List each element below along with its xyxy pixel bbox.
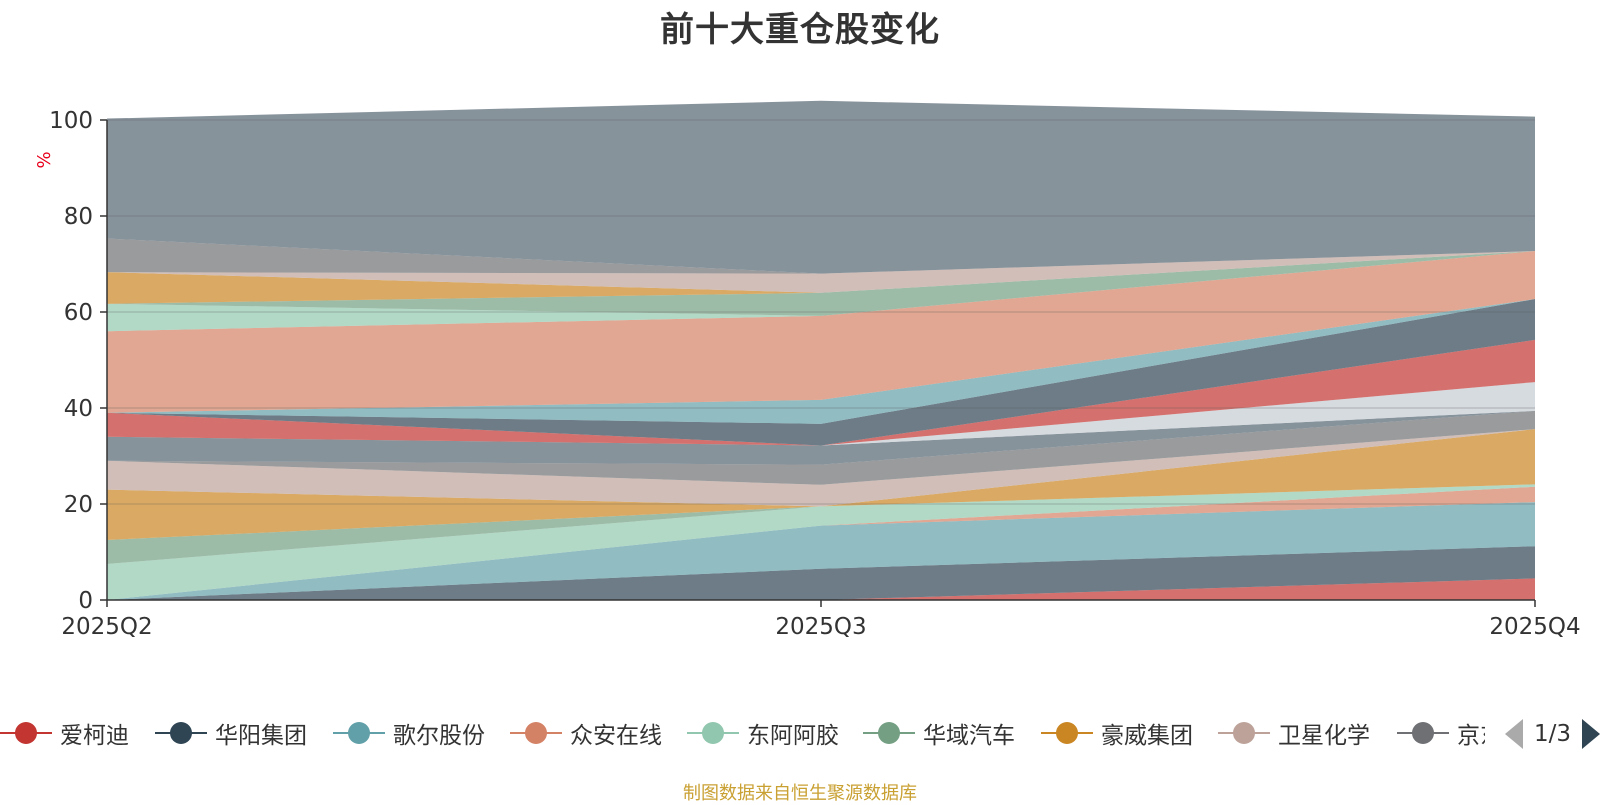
area-series-9 [107, 410, 1535, 485]
legend-marker-icon [155, 718, 207, 748]
x-tick-label: 2025Q2 [61, 614, 152, 640]
area-series-4 [107, 486, 1535, 600]
legend-label: 华域汽车 [923, 723, 1015, 749]
grid-layer [107, 119, 1535, 505]
legend-label: 东阿阿胶 [747, 723, 839, 749]
y-tick-label: 0 [78, 588, 93, 614]
x-tick-label: 2025Q3 [775, 614, 866, 640]
chart-title: 前十大重仓股变化 [660, 10, 940, 50]
legend-marker-icon [1397, 718, 1449, 748]
y-tick-label: 40 [64, 396, 93, 422]
legend-marker-icon [687, 718, 739, 748]
legend-pager: 1/3 [1505, 716, 1600, 752]
legend-label: 歌尔股份 [393, 723, 485, 749]
axis-layer: 0 20 40 60 80 100 2025Q2 2025Q3 2025Q4% [34, 108, 1581, 640]
area-series-3 [107, 502, 1535, 600]
legend-item[interactable]: 华阳集团 [155, 713, 307, 753]
legend-item[interactable]: 华域汽车 [863, 713, 1015, 753]
y-tick-label: 20 [64, 492, 93, 518]
pager-prev-icon[interactable] [1505, 719, 1523, 749]
area-series-10 [107, 410, 1535, 465]
legend-item[interactable]: 众安在线 [510, 713, 662, 753]
y-tick-label: 80 [64, 204, 93, 230]
area-series-7 [107, 429, 1535, 540]
legend-label: 华阳集团 [215, 723, 307, 749]
area-series-19 [107, 251, 1535, 293]
legend-item[interactable]: 爱柯迪 [0, 713, 129, 753]
legend-marker-icon [1218, 718, 1270, 748]
x-tick-label: 2025Q4 [1489, 614, 1580, 640]
legend-marker-icon [863, 718, 915, 748]
legend-item[interactable]: 京东 [1397, 713, 1485, 753]
y-axis-label: % [34, 151, 55, 168]
area-series-2 [107, 546, 1535, 600]
area-series-15 [107, 251, 1535, 413]
area-series-1 [107, 578, 1535, 600]
legend-label: 京东 [1457, 723, 1485, 749]
pager-text: 1/3 [1534, 721, 1572, 747]
area-series-5 [107, 484, 1535, 600]
area-series-21 [107, 100, 1535, 274]
legend-item[interactable]: 东阿阿胶 [687, 713, 839, 753]
legend-marker-icon [0, 718, 52, 748]
legend-item[interactable]: 卫星化学 [1218, 713, 1370, 753]
area-series-8 [107, 429, 1535, 507]
y-tick-label: 60 [64, 300, 93, 326]
area-series-13 [107, 299, 1535, 446]
source-note: 制图数据来自恒生聚源数据库 [683, 783, 917, 804]
legend-marker-icon [333, 718, 385, 748]
area-series-12 [107, 339, 1535, 446]
legend-label: 众安在线 [570, 723, 662, 749]
pager-next-icon[interactable] [1582, 719, 1600, 749]
legend-label: 豪威集团 [1101, 723, 1193, 749]
legend: 爱柯迪 华阳集团 歌尔股份 众安在线 东阿阿胶 华域汽车 豪威集团 卫星化学 京东 [0, 713, 1485, 753]
areas-layer [107, 100, 1535, 600]
area-series-17 [107, 251, 1535, 316]
legend-marker-icon [1041, 718, 1093, 748]
y-tick-label: 100 [49, 108, 93, 134]
legend-label: 爱柯迪 [60, 723, 129, 749]
legend-item[interactable]: 歌尔股份 [333, 713, 485, 753]
area-series-16 [107, 251, 1535, 332]
legend-item[interactable]: 豪威集团 [1041, 713, 1193, 753]
area-series-18 [107, 251, 1535, 304]
legend-marker-icon [510, 718, 562, 748]
area-series-11 [107, 382, 1535, 446]
area-series-20 [107, 238, 1535, 274]
area-series-14 [107, 299, 1535, 424]
legend-label: 卫星化学 [1278, 723, 1370, 749]
